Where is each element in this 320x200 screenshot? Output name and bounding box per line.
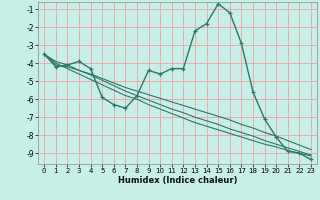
- X-axis label: Humidex (Indice chaleur): Humidex (Indice chaleur): [118, 176, 237, 185]
